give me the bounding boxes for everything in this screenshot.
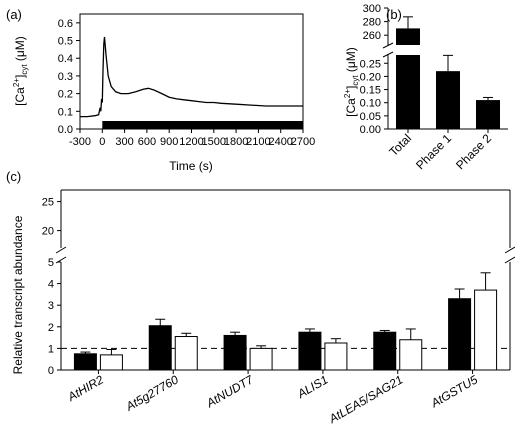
panel-b-y-tick-label: 0.25 (360, 58, 381, 70)
panel-a-x-tick-label: 900 (160, 136, 178, 148)
panel-c-bar (148, 325, 172, 371)
panel-c-axis-break-mark (504, 256, 515, 264)
panel-c-y-tick-label: 25 (42, 197, 54, 209)
panel-c-gene-label: At5g27760 (123, 372, 181, 414)
panel-b-category-label: Total (386, 131, 414, 159)
panel-b-y-tick-label: 0.10 (360, 98, 381, 110)
panel-b-bar-chart: 2602803000.000.050.100.150.200.25TotalPh… (343, 3, 508, 172)
panel-c-gene-label: AtNUDT7 (203, 372, 256, 411)
panel-a-x-tick-label: 2400 (268, 136, 292, 148)
panel-label-a: (a) (6, 7, 22, 22)
panel-a-x-tick-label: 1500 (202, 136, 226, 148)
panel-b-bar (476, 100, 500, 129)
panel-b-y-tick-label: 0.20 (360, 71, 381, 83)
panel-b-category-label: Phase 2 (453, 131, 494, 172)
panel-a-calcium-trace (80, 36, 303, 118)
panel-c-gene-label: AtHIR2 (65, 372, 107, 404)
panel-c-y-tick-label: 3 (48, 300, 54, 312)
panel-a-y-tick-label: 0.1 (58, 106, 73, 118)
panel-c-gene-label: AtGSTU5 (428, 372, 481, 410)
panel-a-stimulus-bar (102, 121, 303, 129)
panel-a-x-tick-label: 1800 (224, 136, 248, 148)
panel-b-bar (436, 71, 460, 129)
panel-c-y-axis-label: Relative transcript abundance (11, 215, 25, 374)
panel-c-bar-chart: 20 25 0 1 2 3 4 5 AtHIR2 At5g27760 AtNUDT7 ALIS1AtL… (11, 189, 515, 426)
panel-a-x-axis-label: Time (s) (169, 159, 213, 173)
panel-a-x-tick-label: -300 (69, 136, 91, 148)
panel-c-y-tick-label: 1 (48, 343, 54, 355)
panel-c-y-tick-label: 20 (42, 226, 54, 238)
panel-a-y-axis-label: [Ca2+]cyt (μM) (12, 36, 29, 106)
panel-b-y-tick-label: 300 (363, 3, 381, 15)
panel-c-bar (324, 342, 348, 371)
panel-b-y-tick-label: 260 (363, 30, 381, 42)
panel-c-y-tick-label: 5 (48, 257, 54, 269)
panel-a-y-tick-label: 0.3 (58, 71, 73, 83)
panel-c-bar (373, 331, 397, 371)
panel-c-bar (223, 334, 247, 371)
panel-c-bar (99, 354, 123, 371)
panel-c-bar (174, 336, 198, 371)
panel-c-y-tick-label: 4 (48, 279, 54, 291)
panel-c-y-tick-label: 2 (48, 322, 54, 334)
panel-c-gene-label: ALIS1 (294, 372, 330, 401)
panel-a-x-tick-label: 0 (99, 136, 105, 148)
panel-b-axis-break-mark (382, 51, 394, 58)
panel-a-x-tick-label: 2700 (291, 136, 315, 148)
panel-c-gene-label: AtLEA5/SAG21 (326, 372, 406, 426)
panel-c-bar (73, 353, 97, 371)
panel-a-x-tick-label: 1200 (179, 136, 203, 148)
panel-c-bar (249, 347, 273, 371)
panel-a-y-tick-label: 0.6 (58, 18, 73, 30)
panel-a-y-tick-label: 0.0 (58, 124, 73, 136)
panel-a-x-tick-label: 300 (115, 136, 133, 148)
panel-c-bar (399, 339, 423, 371)
panel-b-y-tick-label: 280 (363, 17, 381, 29)
panel-label-b: (b) (386, 7, 402, 22)
panel-b-category-label: Phase 1 (413, 131, 454, 172)
panel-c-axis-break-mark (504, 246, 515, 254)
panel-b-bar-upper (396, 28, 420, 45)
panel-label-c: (c) (6, 169, 21, 184)
panel-b-y-axis-label: [Ca2+]cyt (μM) (343, 47, 360, 117)
panel-a-x-tick-label: 600 (138, 136, 156, 148)
panel-b-y-tick-label: 0.00 (360, 124, 381, 136)
panel-b-y-tick-label: 0.15 (360, 85, 381, 97)
panel-a-y-tick-label: 0.2 (58, 89, 73, 101)
panel-b-bar (396, 55, 420, 129)
panel-c-axis-break-mark (55, 246, 67, 254)
panel-a-frame (79, 13, 304, 130)
panel-c-bar (474, 289, 498, 371)
panel-a-y-tick-label: 0.5 (58, 36, 73, 48)
panel-b-y-tick-label: 0.05 (360, 111, 381, 123)
panel-a-y-tick-label: 0.4 (58, 53, 73, 65)
panel-c-bar (298, 331, 322, 371)
panel-c-y-tick-label: 0 (48, 365, 54, 377)
panel-a-x-tick-label: 2100 (246, 136, 270, 148)
panel-b-axis-break-mark (382, 42, 394, 49)
panel-c-bar (448, 298, 472, 371)
